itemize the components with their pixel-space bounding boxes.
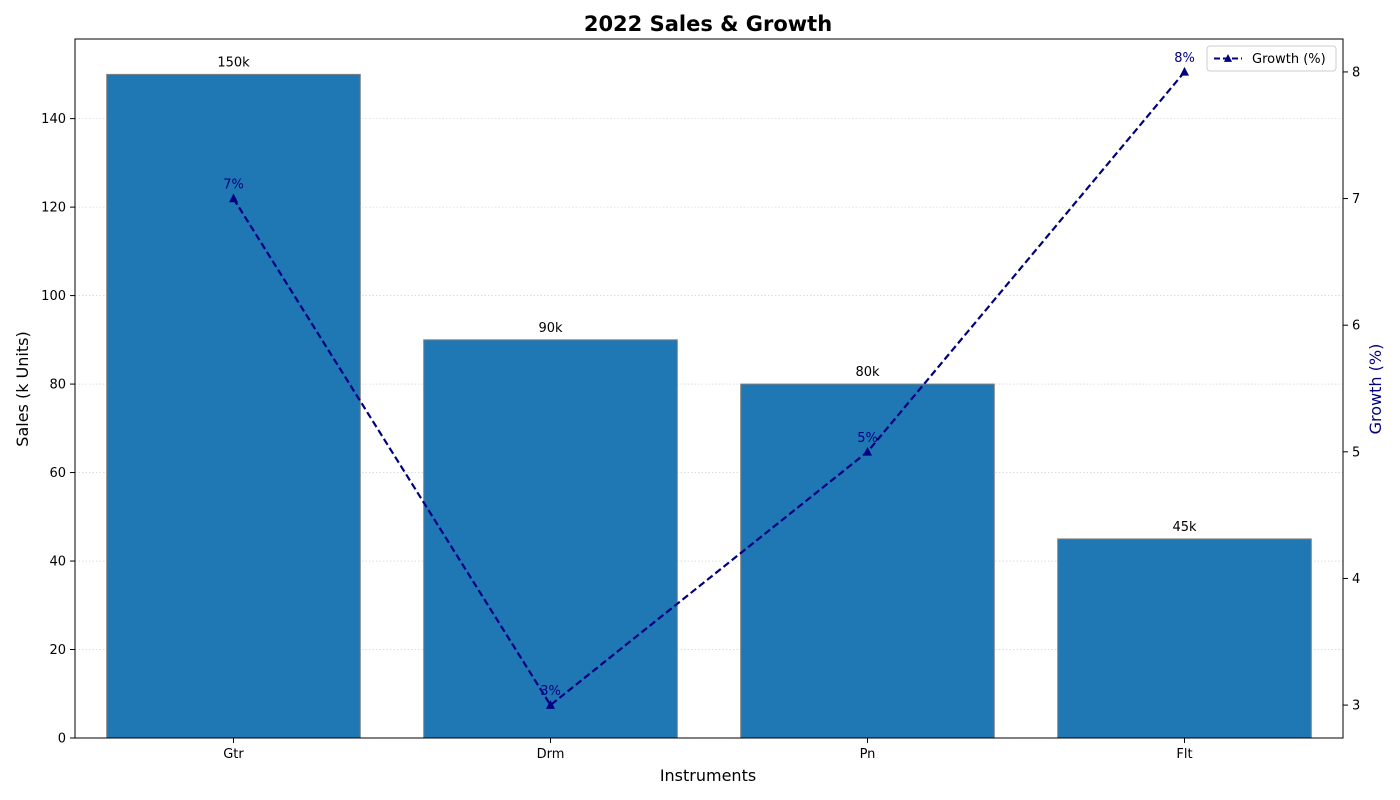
x-tick-label: Pn xyxy=(860,747,876,762)
bars xyxy=(106,73,1312,739)
bar-value-label: 150k xyxy=(217,55,250,70)
y2-tick-label: 6 xyxy=(1352,319,1360,334)
bar-labels: 150k 90k 80k 45k xyxy=(217,55,1197,535)
growth-value-label: 5% xyxy=(857,431,878,446)
y-axis-right: 3 4 5 6 7 8 xyxy=(1343,65,1360,714)
growth-value-label: 3% xyxy=(540,684,561,699)
bar-value-label: 90k xyxy=(538,321,563,336)
y2-axis-title: Growth (%) xyxy=(1366,344,1385,435)
y2-tick-label: 7 xyxy=(1352,192,1360,207)
bar-value-label: 45k xyxy=(1172,520,1197,535)
x-tick-label: Gtr xyxy=(223,747,244,762)
growth-marker-gtr xyxy=(229,193,238,203)
legend: Growth (%) xyxy=(1206,45,1337,72)
bar-value-label: 80k xyxy=(855,365,880,380)
y-tick-label: 60 xyxy=(49,466,66,481)
bar-pn xyxy=(740,383,995,739)
growth-marker-pn xyxy=(863,446,872,456)
y-tick-label: 40 xyxy=(49,555,66,570)
y-axis-left: 0 20 40 60 80 100 120 140 xyxy=(41,112,75,747)
x-axis-title: Instruments xyxy=(660,766,756,785)
y-tick-label: 80 xyxy=(49,378,66,393)
y-tick-label: 0 xyxy=(58,732,66,747)
growth-line xyxy=(232,71,1186,707)
legend-entry-growth: Growth (%) xyxy=(1252,52,1326,67)
y-axis-title: Sales (k Units) xyxy=(13,331,32,446)
x-tick-label: Drm xyxy=(537,747,565,762)
y-tick-label: 100 xyxy=(41,289,66,304)
y-tick-label: 120 xyxy=(41,201,66,216)
growth-marker-drm xyxy=(546,700,555,709)
bar-flt xyxy=(1057,538,1312,739)
y2-tick-label: 3 xyxy=(1352,699,1360,714)
bar-drm xyxy=(423,339,678,739)
y-tick-label: 140 xyxy=(41,112,66,127)
y2-tick-label: 8 xyxy=(1352,65,1360,80)
growth-marker-flt xyxy=(1180,66,1189,76)
plot-frame xyxy=(74,38,1344,739)
chart-title: 2022 Sales & Growth xyxy=(584,12,832,36)
x-tick-label: Flt xyxy=(1176,747,1192,762)
growth-value-label: 7% xyxy=(223,178,244,193)
y2-tick-label: 5 xyxy=(1352,445,1360,460)
y-tick-label: 20 xyxy=(49,643,66,658)
growth-line-layer xyxy=(229,66,1189,709)
growth-labels: 7% 3% 5% 8% xyxy=(223,51,1195,699)
legend-box xyxy=(1206,45,1337,72)
growth-value-label: 8% xyxy=(1174,51,1195,66)
bar-gtr xyxy=(106,73,361,739)
legend-marker-swatch xyxy=(1223,54,1233,62)
x-axis: Gtr Drm Pn Flt xyxy=(223,738,1193,762)
y2-tick-label: 4 xyxy=(1352,572,1360,587)
